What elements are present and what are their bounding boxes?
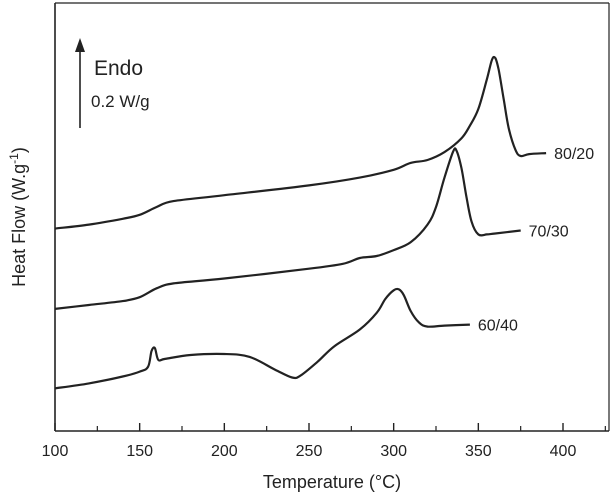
x-tick-label: 250 — [296, 443, 323, 460]
series-label-70-30: 70/30 — [529, 224, 569, 241]
x-tick-label: 350 — [465, 443, 492, 460]
endo-arrow-up-icon — [75, 38, 85, 52]
x-tick-label: 400 — [550, 443, 577, 460]
series-label-80-20: 80/20 — [554, 146, 594, 163]
x-tick-label: 100 — [42, 443, 69, 460]
endo-label: Endo — [94, 57, 143, 80]
y-axis-label-main: Heat Flow (W.g — [9, 164, 29, 287]
x-tick-label: 150 — [126, 443, 153, 460]
plot-frame — [54, 2, 610, 432]
x-tick-label: 300 — [380, 443, 407, 460]
series-line-80-20 — [54, 55, 547, 230]
endo-annotation: Endo 0.2 W/g — [75, 38, 150, 128]
x-axis-label: Temperature (°C) — [263, 472, 401, 492]
series-line-60-40 — [54, 287, 470, 390]
series-labels: 80/20 70/30 60/40 — [478, 146, 594, 335]
y-axis-label-superscript: -1 — [7, 153, 21, 164]
series-line-70-30 — [54, 147, 521, 310]
x-ticks: 100 150 200 250 300 350 400 — [42, 423, 606, 460]
scale-label: 0.2 W/g — [91, 92, 150, 111]
y-axis-label-tail: ) — [9, 147, 29, 153]
y-axis-label: Heat Flow (W.g-1) — [7, 147, 29, 287]
x-tick-label: 200 — [211, 443, 238, 460]
series-label-60-40: 60/40 — [478, 318, 518, 335]
series-layer — [54, 55, 547, 390]
